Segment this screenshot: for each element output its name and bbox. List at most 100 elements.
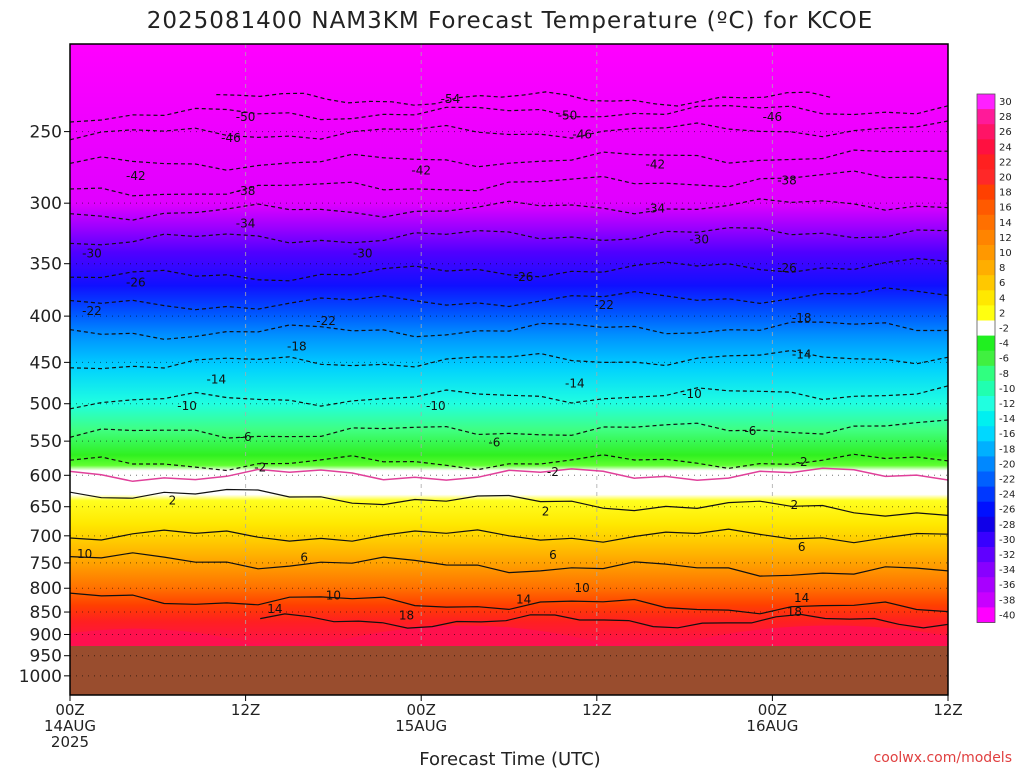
contour-line-minus10 (70, 385, 948, 410)
colorbar-label: -26 (999, 505, 1015, 516)
y-tick-label: 750 (30, 554, 62, 574)
colorbar-swatch (977, 109, 995, 125)
x-axis-label: Forecast Time (UTC) (419, 749, 600, 768)
colorbar-label: -18 (999, 444, 1015, 455)
contour-label: 10 (77, 547, 92, 561)
contour-label: -10 (177, 399, 197, 413)
y-tick-label: 650 (30, 498, 62, 518)
contour-label: -42 (411, 163, 431, 177)
colorbar-swatch (977, 184, 995, 201)
contour-label: -18 (792, 311, 812, 325)
colorbar-swatch (977, 305, 995, 321)
colorbar-swatch (977, 562, 995, 578)
contour-label: -30 (689, 232, 709, 246)
y-tick-label: 400 (30, 307, 62, 327)
colorbar-label: -38 (999, 595, 1015, 606)
colorbar-swatch (977, 577, 995, 593)
contour-label: -42 (126, 169, 146, 183)
contour-line-minus26 (70, 257, 948, 282)
colorbar-label: 30 (999, 97, 1012, 108)
plot-frame (69, 43, 949, 696)
contour-label: -2 (547, 465, 559, 479)
contour-label: -18 (287, 339, 307, 353)
contour-label: -6 (744, 424, 756, 438)
plot-area: -54 -50 -50 -46 -46 -46 -42 -42 -42 -38 -38 -34 -34 -… (70, 44, 948, 695)
colorbar-label: 26 (999, 127, 1012, 138)
x-tick-label: 00Z (55, 701, 84, 719)
colorbar-label: 4 (999, 293, 1005, 304)
colorbar-label: -32 (999, 550, 1015, 561)
colorbar-label: -14 (999, 414, 1015, 425)
colorbar-swatch (977, 154, 995, 170)
contour-line-18 (260, 613, 948, 629)
colorbar-label: 24 (999, 142, 1012, 153)
colorbar-swatch (977, 124, 995, 140)
colorbar-swatch (977, 441, 995, 457)
ground-surface (70, 646, 948, 695)
colorbar-swatch (977, 199, 995, 216)
warm-core-day2 (318, 625, 612, 646)
contour-line-10 (70, 552, 948, 577)
colorbar-label: -34 (999, 565, 1015, 576)
warm-core-day1 (70, 628, 261, 646)
x-tick-label: 12Z (933, 701, 962, 719)
contour-label: -22 (594, 298, 614, 312)
colorbar-label: 6 (999, 278, 1005, 289)
warm-core-day3 (669, 625, 948, 646)
colorbar-label: 14 (999, 218, 1012, 229)
x-tick-label: 2025 (51, 733, 89, 751)
colorbar-label: -22 (999, 475, 1015, 486)
colorbar-swatch (977, 607, 995, 623)
y-tick-label: 550 (30, 432, 62, 452)
contour-label: -26 (514, 270, 534, 284)
contour-label: -38 (777, 173, 797, 187)
contour-label: 6 (798, 540, 806, 554)
contour-label: 14 (794, 591, 809, 605)
contour-line-minus54 (216, 91, 832, 107)
colorbar-label: 22 (999, 157, 1012, 168)
x-tick-label: 15AUG (395, 717, 447, 735)
y-tick-label: 950 (30, 647, 62, 667)
contour-line-minus2 (70, 453, 948, 472)
colorbar-label: -40 (999, 610, 1015, 621)
colorbar-swatch (977, 214, 995, 231)
colorbar-swatch (977, 320, 995, 337)
colorbar-swatch (977, 350, 995, 367)
colorbar-label: -2 (999, 324, 1009, 335)
contour-label: -2 (254, 460, 266, 474)
colorbar-swatch (977, 169, 995, 186)
colorbar-label: 20 (999, 173, 1012, 184)
y-tick-label: 850 (30, 603, 62, 623)
colorbar-swatch (977, 516, 995, 533)
x-tick-label: 14AUG (44, 717, 96, 735)
colorbar-swatch (977, 380, 995, 397)
colorbar-label: -20 (999, 459, 1015, 470)
contour-line-minus34 (70, 198, 948, 221)
colorbar-swatch (977, 335, 995, 352)
contour-label: 6 (300, 551, 308, 565)
contour-line-0 (70, 467, 948, 483)
contour-label: -6 (240, 430, 252, 444)
colorbar-swatch (977, 365, 995, 382)
contour-label: -14 (792, 347, 812, 361)
x-tick-label: 12Z (582, 701, 611, 719)
colorbar-label: -10 (999, 384, 1015, 395)
y-tick-label: 450 (30, 353, 62, 373)
colorbar-label: -36 (999, 580, 1015, 591)
x-tick-label: 16AUG (746, 717, 798, 735)
contour-labels: -54 -50 -50 -46 -46 -46 -42 -42 -42 -38 -38 -34 -34 -… (77, 92, 812, 622)
contour-line-14 (70, 592, 948, 615)
contour-label: -50 (236, 110, 256, 124)
colorbar-label: -16 (999, 429, 1015, 440)
contour-line-minus50 (70, 104, 948, 123)
y-tick-label: 800 (30, 579, 62, 599)
y-tick-label: 500 (30, 395, 62, 415)
colorbar-swatch (977, 456, 995, 472)
colorbar-swatch (977, 471, 995, 488)
contour-label: 10 (575, 581, 590, 595)
contour-label: 18 (787, 605, 802, 619)
contour-label: 2 (542, 505, 550, 519)
contour-line-minus22 (70, 287, 948, 311)
contour-label: -6 (488, 436, 500, 450)
colorbar-label: 8 (999, 263, 1005, 274)
